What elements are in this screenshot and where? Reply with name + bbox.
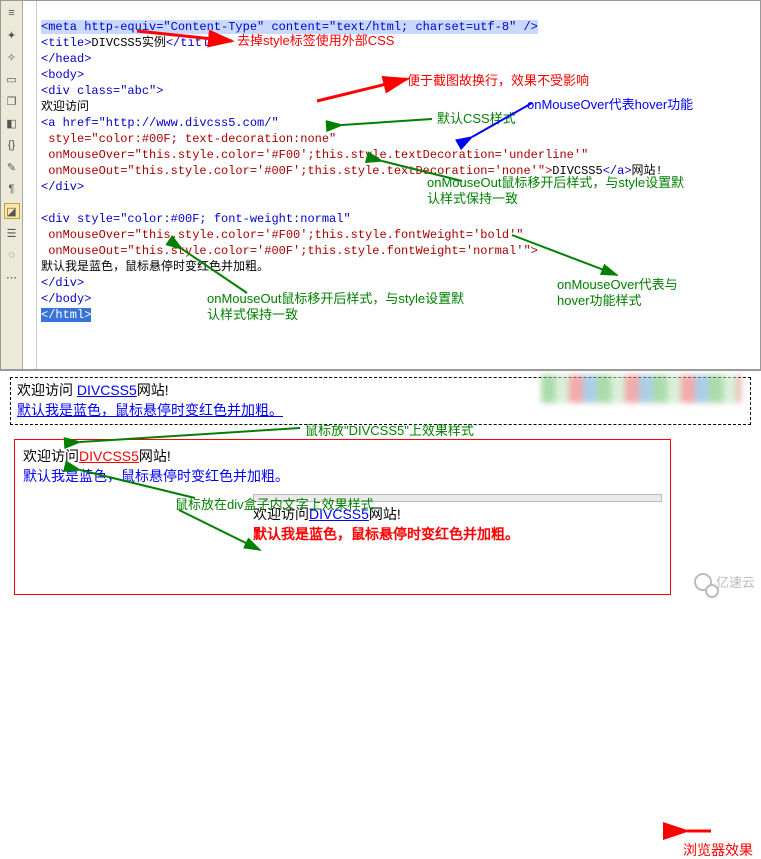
- preview-text: 网站!: [139, 448, 171, 464]
- code-line: </html>: [41, 308, 91, 322]
- preview-text: 欢迎访问: [253, 506, 309, 522]
- code-text: DIVCSS5实例: [91, 36, 165, 50]
- tool-icon-13[interactable]: ⋯: [4, 269, 20, 285]
- divcss5-link-hover[interactable]: DIVCSS5: [79, 448, 139, 464]
- anno-remove-style: 去掉style标签使用外部CSS: [237, 33, 394, 49]
- hover-preview-box: 欢迎访问DIVCSS5网站! 默认我是蓝色，鼠标悬停时变红色并加粗。 欢迎访问D…: [14, 439, 671, 595]
- code-line: </div>: [41, 276, 84, 290]
- tool-icon-9[interactable]: ¶: [4, 181, 20, 197]
- anno-default-css: 默认CSS样式: [437, 111, 516, 127]
- code-area[interactable]: <meta http-equiv="Content-Type" content=…: [37, 1, 760, 369]
- divider-bar: [253, 494, 662, 502]
- code-line: <body>: [41, 68, 84, 82]
- tool-icon-11[interactable]: ☰: [4, 225, 20, 241]
- code-line: <div style="color:#00F; font-weight:norm…: [41, 212, 351, 226]
- code-line: onMouseOver="this.style.color='#F00';thi…: [41, 148, 588, 162]
- tool-icon-1[interactable]: ≡: [4, 5, 20, 21]
- fold-gutter: [23, 1, 37, 369]
- preview-line2: 默认我是蓝色，鼠标悬停时变红色并加粗。: [17, 402, 283, 418]
- preview-text: 网站!: [137, 382, 169, 398]
- preview-text: 欢迎访问: [23, 448, 79, 464]
- code-line: </body>: [41, 292, 91, 306]
- code-line: 默认我是蓝色，鼠标悬停时变红色并加粗。: [41, 260, 269, 274]
- code-text: 网站!: [632, 164, 663, 178]
- anno-linebreak: 便于截图故换行，效果不受影响: [407, 73, 589, 89]
- tool-icon-7[interactable]: {}: [4, 137, 20, 153]
- watermark: 亿速云: [694, 572, 755, 591]
- tool-icon-3[interactable]: ✧: [4, 49, 20, 65]
- anno-mouseout1: onMouseOut鼠标移开后样式，与style设置默认样式保持一致: [427, 175, 687, 207]
- preview-text: 欢迎访问: [17, 382, 77, 398]
- browser-preview: 欢迎访问 DIVCSS5网站! 默认我是蓝色，鼠标悬停时变红色并加粗。 欢迎访问…: [0, 370, 761, 595]
- tool-icon-10[interactable]: ◪: [4, 203, 20, 219]
- arrow-icon: [75, 424, 305, 448]
- side-label-text: 浏览器效果: [683, 842, 753, 858]
- code-editor-pane: ≡ ✦ ✧ ▭ ❐ ◧ {} ✎ ¶ ◪ ☰ ◌ ⋯ <meta http-eq…: [0, 0, 761, 370]
- blurred-region: [541, 375, 741, 403]
- code-line: <a href="http://www.divcss5.com/": [41, 116, 279, 130]
- code-line: style="color:#00F; text-decoration:none": [41, 132, 336, 146]
- arrow-icon: [337, 111, 437, 131]
- preview-text: 网站!: [369, 506, 401, 522]
- anno-hover: onMouseOver代表hover功能: [527, 97, 693, 113]
- editor-toolbar: ≡ ✦ ✧ ▭ ❐ ◧ {} ✎ ¶ ◪ ☰ ◌ ⋯: [1, 1, 23, 369]
- code-line: 欢迎访问: [41, 100, 89, 114]
- preview-line2: 默认我是蓝色，鼠标悬停时变红色并加粗。: [23, 468, 289, 484]
- tool-icon-2[interactable]: ✦: [4, 27, 20, 43]
- code-line: onMouseOver="this.style.color='#F00';thi…: [41, 228, 523, 242]
- code-tag: </a>: [603, 164, 632, 178]
- divcss5-link[interactable]: DIVCSS5: [77, 382, 137, 398]
- code-tag: <title>: [41, 36, 91, 50]
- code-line: onMouseOut="this.style.color='#00F';this…: [41, 244, 538, 258]
- arrow-icon: [683, 821, 713, 841]
- code-tag: </title>: [166, 36, 224, 50]
- browser-effect-label: 浏览器效果: [683, 821, 753, 859]
- code-line: </div>: [41, 180, 84, 194]
- code-line: </head>: [41, 52, 91, 66]
- tool-icon-8[interactable]: ✎: [4, 159, 20, 175]
- anno-mouseover2: onMouseOver代表与hover功能样式: [557, 277, 707, 309]
- divcss5-link[interactable]: DIVCSS5: [309, 506, 369, 522]
- arrow-icon: [317, 73, 417, 103]
- tool-icon-4[interactable]: ▭: [4, 71, 20, 87]
- tool-icon-12[interactable]: ◌: [4, 247, 20, 263]
- code-text: DIVCSS5: [552, 164, 602, 178]
- arrow-icon: [175, 506, 265, 556]
- code-attr: onMouseOut="this.style.color='#00F';this…: [41, 164, 552, 178]
- preview-line-bold: 默认我是蓝色，鼠标悬停时变红色并加粗。: [253, 526, 519, 542]
- arrow-icon: [467, 101, 537, 141]
- watermark-logo-icon: [694, 573, 712, 591]
- code-line: <div class="abc">: [41, 84, 163, 98]
- tool-icon-5[interactable]: ❐: [4, 93, 20, 109]
- tool-icon-6[interactable]: ◧: [4, 115, 20, 131]
- anno-mouseout2: onMouseOut鼠标移开后样式，与style设置默认样式保持一致: [207, 291, 467, 323]
- watermark-text: 亿速云: [716, 572, 755, 591]
- code-line: <meta http-equiv="Content-Type" content=…: [41, 20, 538, 34]
